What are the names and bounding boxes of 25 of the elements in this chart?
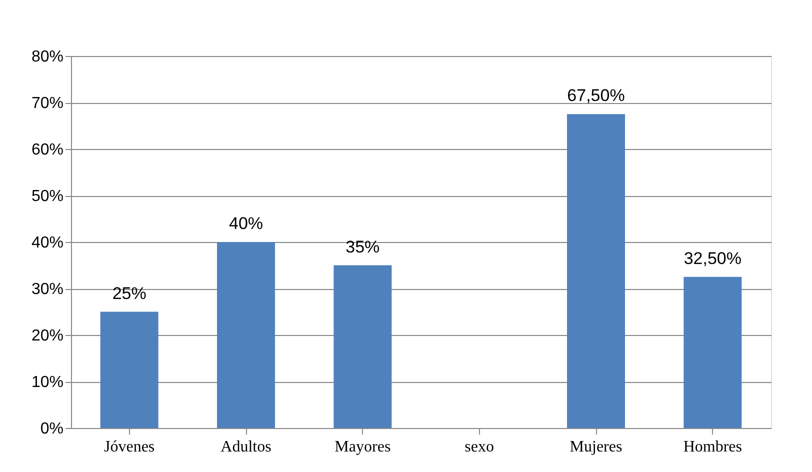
- y-tick-label: 50%: [31, 188, 64, 205]
- bar: [100, 312, 158, 428]
- y-tick-label: 60%: [31, 142, 64, 158]
- y-tick-label: 30%: [31, 281, 64, 298]
- bar: [217, 242, 275, 428]
- bar: [567, 114, 625, 428]
- x-tick-label: Jóvenes: [104, 438, 155, 456]
- bar: [684, 276, 742, 428]
- y-tick-label: 20%: [31, 328, 64, 344]
- y-tick-label: 40%: [31, 234, 64, 252]
- data-label: 40%: [228, 214, 264, 233]
- y-tick-label: 10%: [31, 374, 64, 391]
- y-tick-label: 70%: [31, 95, 64, 112]
- x-tick-label: Adultos: [220, 438, 272, 456]
- y-tick-label: 0%: [40, 420, 64, 438]
- x-tick-label: Hombres: [683, 438, 742, 456]
- data-label: 32,50%: [684, 248, 742, 268]
- data-label: 35%: [346, 237, 380, 256]
- x-tick-label: Mayores: [334, 438, 391, 456]
- y-tick-label: 80%: [31, 48, 64, 66]
- data-label: 25%: [112, 284, 146, 303]
- bar: [334, 265, 392, 428]
- x-tick-label: sexo: [464, 438, 494, 456]
- x-tick-label: Mujeres: [570, 438, 622, 456]
- data-label: 67,50%: [567, 86, 625, 106]
